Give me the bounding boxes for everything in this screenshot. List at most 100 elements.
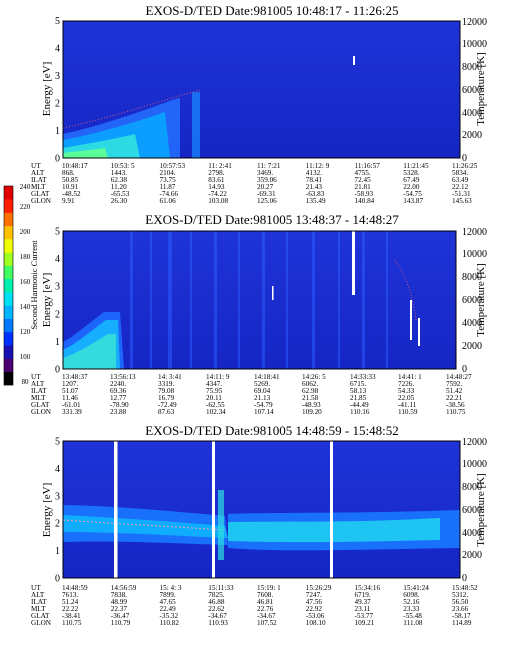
ephemeris-value: 868. [62,169,75,177]
colorbar-swatch [4,225,13,240]
panel-3-frame [62,440,461,579]
colorbar-swatch [4,278,13,293]
ephemeris-value: 10:53: 5 [111,162,135,170]
panel-2-y-tick: 5 [55,227,60,238]
ephemeris-value: 26.30 [111,197,128,205]
colorbar: 80 100 120 140 160 180 200 220 240 Secon… [3,183,39,386]
panel-2-y2-tick: 12000 [462,227,487,238]
panel-1-y-tick: 3 [55,71,60,82]
ephemeris-value: 23.33 [403,605,420,613]
ephemeris-value: 75.95 [206,387,223,395]
panel-1-y2-tick: 10000 [462,39,487,50]
panel-1-y-tick: 1 [55,126,60,137]
panel-3-data-gap [114,441,118,578]
ephemeris-value: 13:48:37 [62,373,88,381]
panel-1-y2-tick: 12000 [462,17,487,28]
panel-3-y-ticks: 0 1 2 3 4 5 [55,437,60,585]
colorbar-swatch [4,358,13,373]
colorbar-swatch [4,345,13,359]
ephemeris-value: 7226. [398,380,414,388]
ephemeris-value: 5312. [452,591,468,599]
panel-3-data-gap [212,441,215,578]
panel-2-row-label: GLAT [31,401,50,409]
panel-2-y2-tick: 8000 [462,272,482,283]
panel-3-y-tick: 1 [55,546,60,557]
colorbar-swatch [4,265,13,280]
panel-3: EXOS-D/TED Date:981005 14:48:59 - 15:48:… [31,423,487,627]
ephemeris-value: 3319. [158,380,174,388]
ephemeris-value: 110.59 [398,408,418,416]
ephemeris-value: 7613. [62,591,78,599]
ephemeris-value: -78.90 [110,401,129,409]
panel-3-vertical-burst [218,490,224,560]
ephemeris-value: 111.08 [403,619,423,627]
panel-2-ephemeris: UT ALT ILAT MLT GLAT GLON 13:48:371207.5… [31,373,472,416]
ephemeris-value: 2240. [110,380,126,388]
panel-2-y-tick: 2 [55,309,60,320]
ephemeris-value: 15: 4: 3 [160,584,182,592]
panel-1-y-tick: 5 [55,16,60,27]
ephemeris-value: 11:16:57 [355,162,381,170]
panel-2-title: EXOS-D/TED Date:981005 13:48:37 - 14:48:… [145,212,399,227]
ephemeris-value: 7592. [446,380,462,388]
panel-1-vertical-burst [192,92,200,158]
ephemeris-value: -58.17 [452,612,471,620]
ephemeris-value: -65.53 [111,190,130,198]
ephemeris-value: 103.08 [208,197,228,205]
ephemeris-value: 51.07 [62,387,79,395]
panel-3-y2-tick: 6000 [462,505,482,516]
panel-2-frame [62,230,457,370]
ephemeris-value: -54.79 [254,401,273,409]
ephemeris-value: 1443. [111,169,127,177]
ephemeris-value: 15:41:24 [403,584,429,592]
panel-1-row-label: GLAT [31,190,50,198]
panel-2-y-tick: 0 [55,365,60,376]
panel-2-y2-tick: 10000 [462,249,487,260]
ephemeris-value: 5328. [403,169,419,177]
ephemeris-value: -36.47 [111,612,130,620]
ephemeris-value: 12.77 [110,394,127,402]
panel-3-y-tick: 2 [55,519,60,530]
ephemeris-value: 125.06 [257,197,277,205]
ephemeris-value: 1207. [62,380,78,388]
colorbar-tick: 120 [20,328,31,336]
ephemeris-value: -74.66 [160,190,179,198]
ephemeris-value: 78.41 [306,176,323,184]
panel-3-data-gap [330,441,333,578]
ephemeris-value: 21.81 [355,183,372,191]
ephemeris-value: 21.43 [306,183,323,191]
ephemeris-value: 7899. [160,591,176,599]
ephemeris-value: -48.93 [302,401,321,409]
ephemeris-value: -58.93 [355,190,374,198]
ephemeris-value: 20.11 [206,394,222,402]
panel-2-row-label: GLON [31,408,52,416]
panel-2-y-ticks: 0 1 2 3 4 5 [55,227,60,376]
panel-3-heat-band-mid [63,515,228,538]
ephemeris-value: 140.84 [355,197,375,205]
panel-1-y-ticks: 0 1 2 3 4 5 [55,16,60,165]
panel-3-y-tick: 5 [55,437,60,448]
panel-2-y2-tick: 2000 [462,341,482,352]
ephemeris-value: 14:48:27 [446,373,472,381]
ephemeris-value: 11: 2:41 [208,162,232,170]
ephemeris-value: -44.49 [350,401,369,409]
ephemeris-value: 6715. [350,380,366,388]
panel-1-y2-tick: 6000 [462,85,482,96]
ephemeris-value: -38.41 [62,612,81,620]
panel-1-row-label: MLT [31,183,46,191]
ephemeris-value: 14:56:59 [111,584,137,592]
ephemeris-value: 14:48:59 [62,584,88,592]
panel-3-y2label: Temperature [K] [475,473,487,546]
ephemeris-value: 15:19: 1 [257,584,281,592]
ephemeris-value: 14:41: 1 [398,373,422,381]
ephemeris-value: 56.50 [452,598,469,606]
panel-3-ephemeris: UT ALT ILAT MLT GLAT GLON 14:48:597613.5… [31,584,478,627]
ephemeris-value: 16.79 [158,394,175,402]
ephemeris-value: 67.49 [403,176,420,184]
colorbar-swatch [4,212,13,227]
ephemeris-value: 10:48:17 [62,162,88,170]
panel-3-title: EXOS-D/TED Date:981005 14:48:59 - 15:48:… [145,423,398,438]
ephemeris-value: 6098. [403,591,419,599]
ephemeris-value: -34.67 [257,612,276,620]
ephemeris-value: 2798. [208,169,224,177]
